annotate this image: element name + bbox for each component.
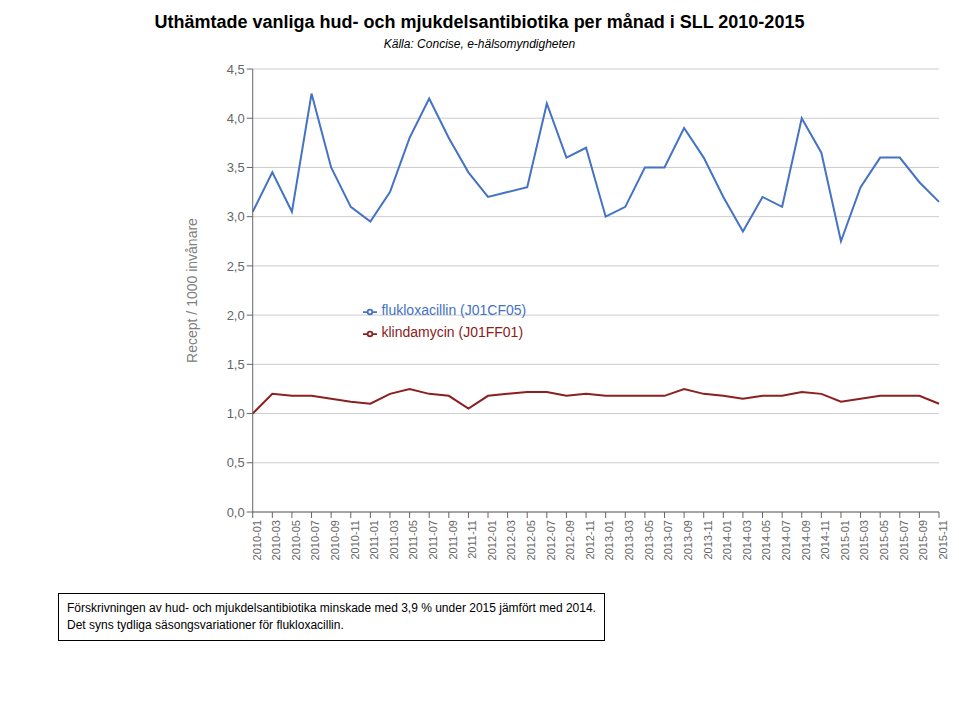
svg-text:4,0: 4,0 [227, 111, 245, 126]
svg-text:2014-03: 2014-03 [741, 520, 753, 560]
svg-text:2014-09: 2014-09 [800, 520, 812, 560]
svg-text:2012-11: 2012-11 [584, 520, 596, 560]
html-text:Uthämtade vanliga hud- och mju: Uthämtade vanliga hud- och mjukdelsantib… [154, 12, 805, 32]
svg-text:2015-09: 2015-09 [917, 520, 929, 560]
svg-text:2015-05: 2015-05 [878, 520, 890, 560]
svg-text:2011-09: 2011-09 [447, 520, 459, 560]
svg-text:2012-07: 2012-07 [545, 520, 557, 560]
html-text:Det syns tydliga säsongsvariat: Det syns tydliga säsongsvariationer för … [67, 618, 344, 632]
svg-text:2014-01: 2014-01 [721, 520, 733, 560]
svg-text:2010-09: 2010-09 [329, 520, 341, 560]
svg-text:2013-11: 2013-11 [702, 520, 714, 560]
svg-text:2013-03: 2013-03 [623, 520, 635, 560]
svg-text:2010-01: 2010-01 [251, 520, 263, 560]
svg-text:2011-01: 2011-01 [368, 520, 380, 560]
svg-text:2012-09: 2012-09 [564, 520, 576, 560]
svg-text:2013-05: 2013-05 [643, 520, 655, 560]
svg-text:0,0: 0,0 [227, 505, 245, 520]
svg-text:2015-11: 2015-11 [937, 520, 949, 560]
svg-text:2011-03: 2011-03 [388, 520, 400, 560]
svg-text:2013-01: 2013-01 [603, 520, 615, 560]
svg-text:2014-05: 2014-05 [760, 520, 772, 560]
svg-text:2013-07: 2013-07 [662, 520, 674, 560]
svg-text:2010-07: 2010-07 [309, 520, 321, 560]
html-text:Källa: Concise, e-hälsomyndigh: Källa: Concise, e-hälsomyndigheten [383, 37, 576, 51]
svg-text:2010-03: 2010-03 [270, 520, 282, 560]
svg-text:2,0: 2,0 [227, 308, 245, 323]
svg-text:2,5: 2,5 [227, 259, 245, 274]
svg-text:2014-11: 2014-11 [819, 520, 831, 560]
svg-text:2011-11: 2011-11 [466, 520, 478, 559]
svg-text:2012-05: 2012-05 [525, 520, 537, 560]
svg-text:2015-01: 2015-01 [839, 520, 851, 560]
html-text:klindamycin (J01FF01): klindamycin (J01FF01) [381, 324, 524, 341]
html-text:Förskrivningen av hud- och mju: Förskrivningen av hud- och mjukdelsantib… [67, 601, 596, 615]
svg-text:2011-07: 2011-07 [427, 520, 439, 560]
svg-text:2010-05: 2010-05 [290, 520, 302, 560]
svg-text:Recept / 1000 invånare: Recept / 1000 invånare [184, 218, 200, 363]
svg-text:2011-05: 2011-05 [407, 520, 419, 560]
svg-text:2015-03: 2015-03 [858, 520, 870, 560]
svg-text:2012-01: 2012-01 [486, 520, 498, 560]
svg-text:2010-11: 2010-11 [349, 520, 361, 560]
html-text:flukloxacillin (J01CF05): flukloxacillin (J01CF05) [381, 302, 527, 319]
svg-text:3,0: 3,0 [227, 209, 245, 224]
svg-text:0,5: 0,5 [227, 455, 245, 470]
svg-text:2012-03: 2012-03 [505, 520, 517, 560]
svg-text:3,5: 3,5 [227, 160, 245, 175]
svg-text:4,5: 4,5 [227, 62, 245, 77]
svg-text:2013-09: 2013-09 [682, 520, 694, 560]
svg-text:1,0: 1,0 [227, 406, 245, 421]
svg-text:2015-07: 2015-07 [898, 520, 910, 560]
svg-text:2014-07: 2014-07 [780, 520, 792, 560]
svg-text:1,5: 1,5 [227, 357, 245, 372]
